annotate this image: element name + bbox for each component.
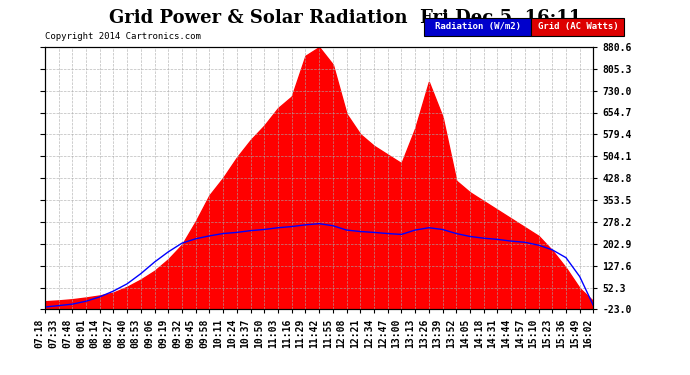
Text: Copyright 2014 Cartronics.com: Copyright 2014 Cartronics.com — [45, 32, 201, 41]
Text: Grid (AC Watts): Grid (AC Watts) — [538, 22, 618, 32]
Text: Grid Power & Solar Radiation  Fri Dec 5  16:11: Grid Power & Solar Radiation Fri Dec 5 1… — [109, 9, 581, 27]
Text: Radiation (W/m2): Radiation (W/m2) — [435, 22, 521, 32]
